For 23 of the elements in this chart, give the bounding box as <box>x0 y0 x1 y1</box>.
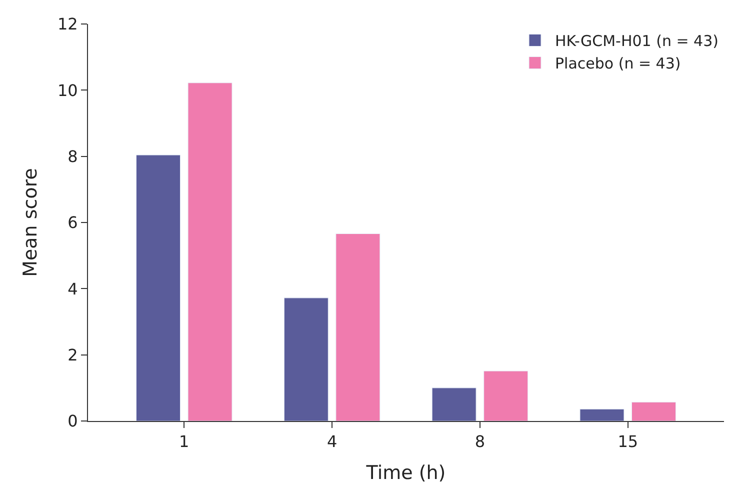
bar <box>336 234 380 421</box>
bar <box>484 370 528 421</box>
y-tick-label: 10 <box>57 80 78 100</box>
legend-label: HK-GCM-H01 (n = 43) <box>555 32 718 50</box>
x-tick-label: 4 <box>326 432 338 452</box>
x-tick-label: 1 <box>179 432 190 452</box>
y-tick-label: 4 <box>68 279 78 298</box>
bar <box>580 408 624 421</box>
y-tick-label: 12 <box>57 14 78 34</box>
bar <box>631 402 676 421</box>
bar <box>284 298 328 421</box>
x-tick-label: 8 <box>474 432 486 452</box>
bar <box>432 388 476 421</box>
x-axis-title: Time (h) <box>365 462 446 484</box>
x-tick-label: 15 <box>618 432 638 452</box>
y-tick-label: 0 <box>68 412 78 431</box>
y-axis-title: Mean score <box>19 168 42 277</box>
legend-label: Placebo (n = 43) <box>555 54 681 73</box>
y-tick-label: 2 <box>68 345 78 364</box>
bar <box>188 82 232 421</box>
y-tick-label: 8 <box>68 146 78 166</box>
y-tick-label: 6 <box>68 213 78 232</box>
bar <box>136 154 181 421</box>
